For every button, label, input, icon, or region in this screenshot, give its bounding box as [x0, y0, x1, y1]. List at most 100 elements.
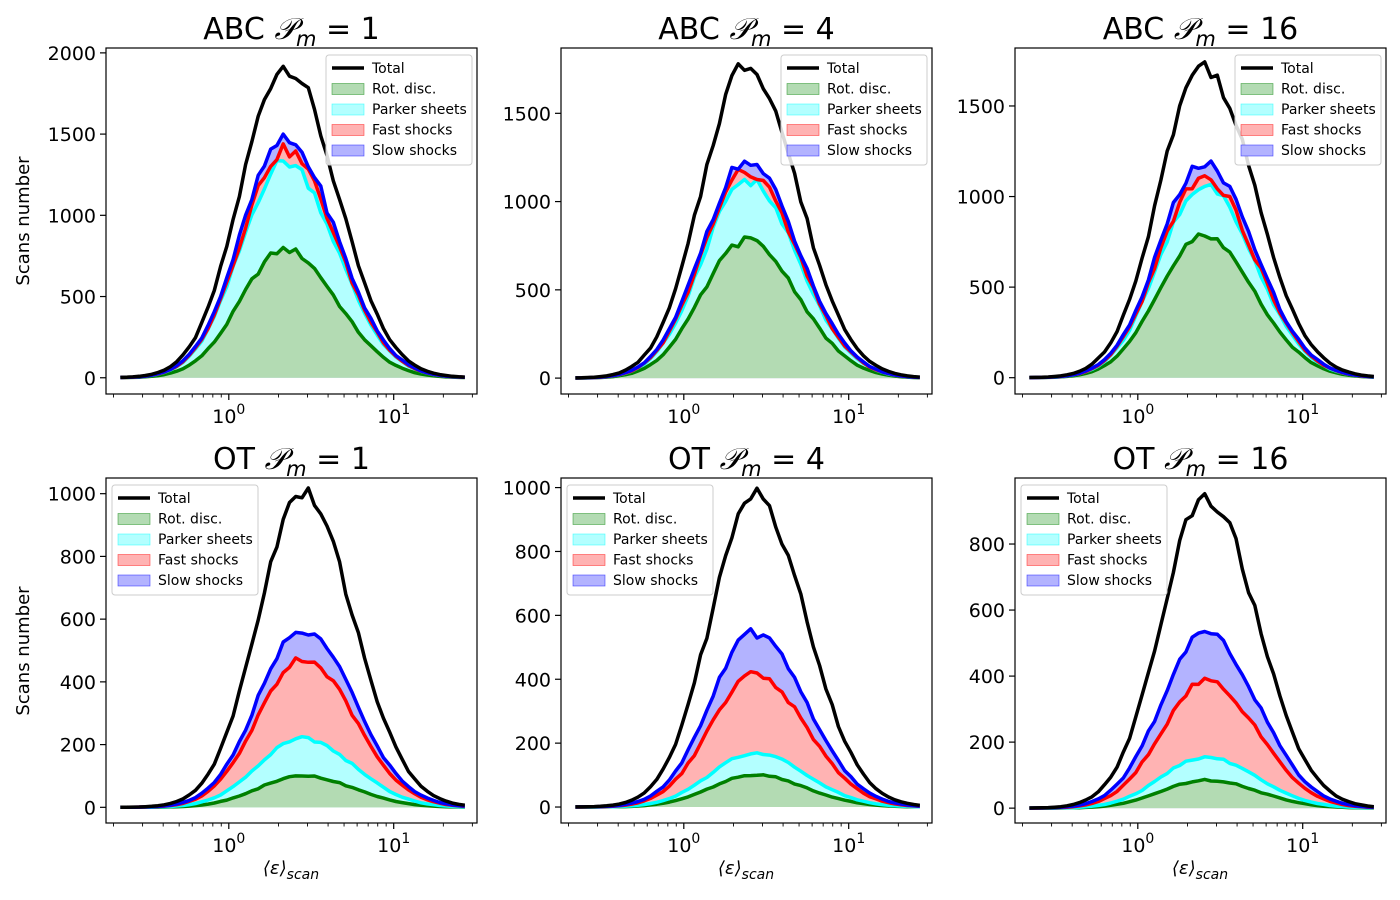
y-tick-label: 200	[60, 735, 96, 757]
plot-area	[1029, 60, 1374, 380]
x-tick-label: 100	[1121, 402, 1154, 428]
y-tick-label: 1500	[957, 96, 1005, 118]
x-tick-label: 101	[1286, 402, 1319, 428]
panel-title: OT 𝒫m = 16	[1113, 442, 1289, 481]
legend-label: Total	[1280, 61, 1314, 77]
y-tick-label: 200	[969, 732, 1005, 754]
area-fast-shocks	[120, 657, 465, 808]
line-total	[1029, 60, 1374, 380]
legend-label: Slow shocks	[613, 573, 698, 589]
area-rot-disc-	[120, 247, 465, 378]
y-tick-label: 1000	[503, 192, 551, 214]
y-tick-label: 500	[515, 280, 551, 302]
x-axis-label: ⟨ε⟩scan	[263, 858, 319, 883]
legend-swatch	[1026, 574, 1060, 587]
legend-swatch	[572, 533, 606, 546]
legend-label: Fast shocks	[1067, 553, 1147, 569]
legend-box	[566, 484, 714, 596]
x-tick-label: 100	[212, 831, 245, 857]
line-total	[575, 62, 920, 380]
y-tick-label: 1000	[48, 484, 96, 506]
legend-swatch	[1240, 83, 1274, 95]
y-tick-label: 500	[60, 287, 96, 309]
legend-label: Fast shocks	[613, 553, 693, 569]
legend-swatch	[117, 574, 151, 587]
legend-swatch	[786, 144, 820, 157]
y-tick-label: 0	[539, 797, 551, 819]
plot-area	[1029, 491, 1374, 810]
line-slow-shocks	[120, 132, 465, 380]
line-slow-shocks	[1029, 629, 1374, 810]
legend-swatch	[117, 513, 151, 525]
legend-label: Total	[612, 491, 646, 507]
legend-label: Parker sheets	[1281, 102, 1376, 118]
x-tick-label: 100	[1121, 831, 1154, 857]
legend-label: Fast shocks	[372, 123, 452, 139]
legend-box	[111, 484, 259, 596]
legend-label: Slow shocks	[158, 573, 243, 589]
y-tick-label: 800	[969, 534, 1005, 556]
panel-6: 0 200 400 600 800 100 101 OT 𝒫m = 16 Total Rot. d…	[969, 442, 1387, 857]
y-tick-label: 400	[515, 669, 551, 691]
line-slow-shocks	[575, 627, 920, 809]
y-tick-label: 600	[60, 609, 96, 631]
legend-box	[325, 54, 473, 166]
x-tick-label: 100	[667, 402, 700, 428]
area-rot-disc-	[575, 237, 920, 379]
legend: Total Rot. disc. Parker sheets Fast shocks S…	[566, 484, 714, 596]
panel-title: ABC 𝒫m = 4	[658, 12, 834, 51]
x-tick-label: 101	[832, 402, 865, 428]
legend-box	[1020, 484, 1168, 596]
legend-swatch	[572, 554, 606, 566]
x-tick-label: 101	[1286, 831, 1319, 857]
y-tick-label: 0	[993, 368, 1005, 390]
legend-label: Rot. disc.	[1067, 512, 1131, 528]
legend: Total Rot. disc. Parker sheets Fast shocks S…	[780, 54, 928, 166]
legend: Total Rot. disc. Parker sheets Fast shocks S…	[325, 54, 473, 166]
legend-label: Slow shocks	[1067, 573, 1152, 589]
legend-swatch	[331, 103, 365, 116]
legend-label: Total	[1066, 491, 1100, 507]
y-tick-label: 600	[969, 600, 1005, 622]
plot-area	[575, 62, 920, 380]
legend-swatch	[331, 83, 365, 95]
line-total	[120, 64, 465, 380]
x-tick-label: 101	[377, 402, 410, 428]
axes-frame	[560, 477, 933, 824]
plot-area	[575, 486, 921, 809]
legend-label: Rot. disc.	[158, 512, 222, 528]
legend-label: Fast shocks	[158, 553, 238, 569]
y-tick-label: 1000	[957, 187, 1005, 209]
legend-label: Slow shocks	[1281, 143, 1366, 159]
x-tick-label: 101	[832, 831, 865, 857]
panel-title: ABC 𝒫m = 1	[203, 12, 379, 51]
legend-label: Rot. disc.	[827, 82, 891, 98]
legend-swatch	[786, 124, 820, 136]
legend-swatch	[786, 103, 820, 116]
legend-label: Fast shocks	[1281, 123, 1361, 139]
axes-frame	[105, 47, 478, 395]
x-tick-label: 100	[212, 402, 245, 428]
y-tick-label: 0	[993, 798, 1005, 820]
legend-label: Total	[371, 61, 405, 77]
line-rot-disc-	[120, 245, 465, 380]
y-axis-label: Scans number	[13, 156, 34, 286]
legend-label: Parker sheets	[372, 102, 467, 118]
panel-2: 0 500 1000 1500 100 101 ABC 𝒫m = 4 Total Rot. di…	[503, 12, 933, 428]
plot-area	[120, 486, 466, 810]
legend-swatch	[786, 83, 820, 95]
x-axis-label: ⟨ε⟩scan	[1172, 858, 1228, 883]
legend-swatch	[1026, 554, 1060, 566]
panel-title: ABC 𝒫m = 16	[1103, 12, 1299, 51]
y-tick-label: 400	[969, 666, 1005, 688]
line-slow-shocks	[120, 630, 465, 810]
axes-frame	[1014, 477, 1387, 824]
y-tick-label: 800	[60, 546, 96, 568]
line-parker-sheets	[575, 751, 920, 809]
y-tick-label: 400	[60, 672, 96, 694]
y-tick-label: 200	[515, 733, 551, 755]
line-total	[120, 486, 466, 809]
x-tick-label: 100	[667, 831, 700, 857]
line-slow-shocks	[575, 159, 920, 380]
legend-label: Rot. disc.	[372, 82, 436, 98]
